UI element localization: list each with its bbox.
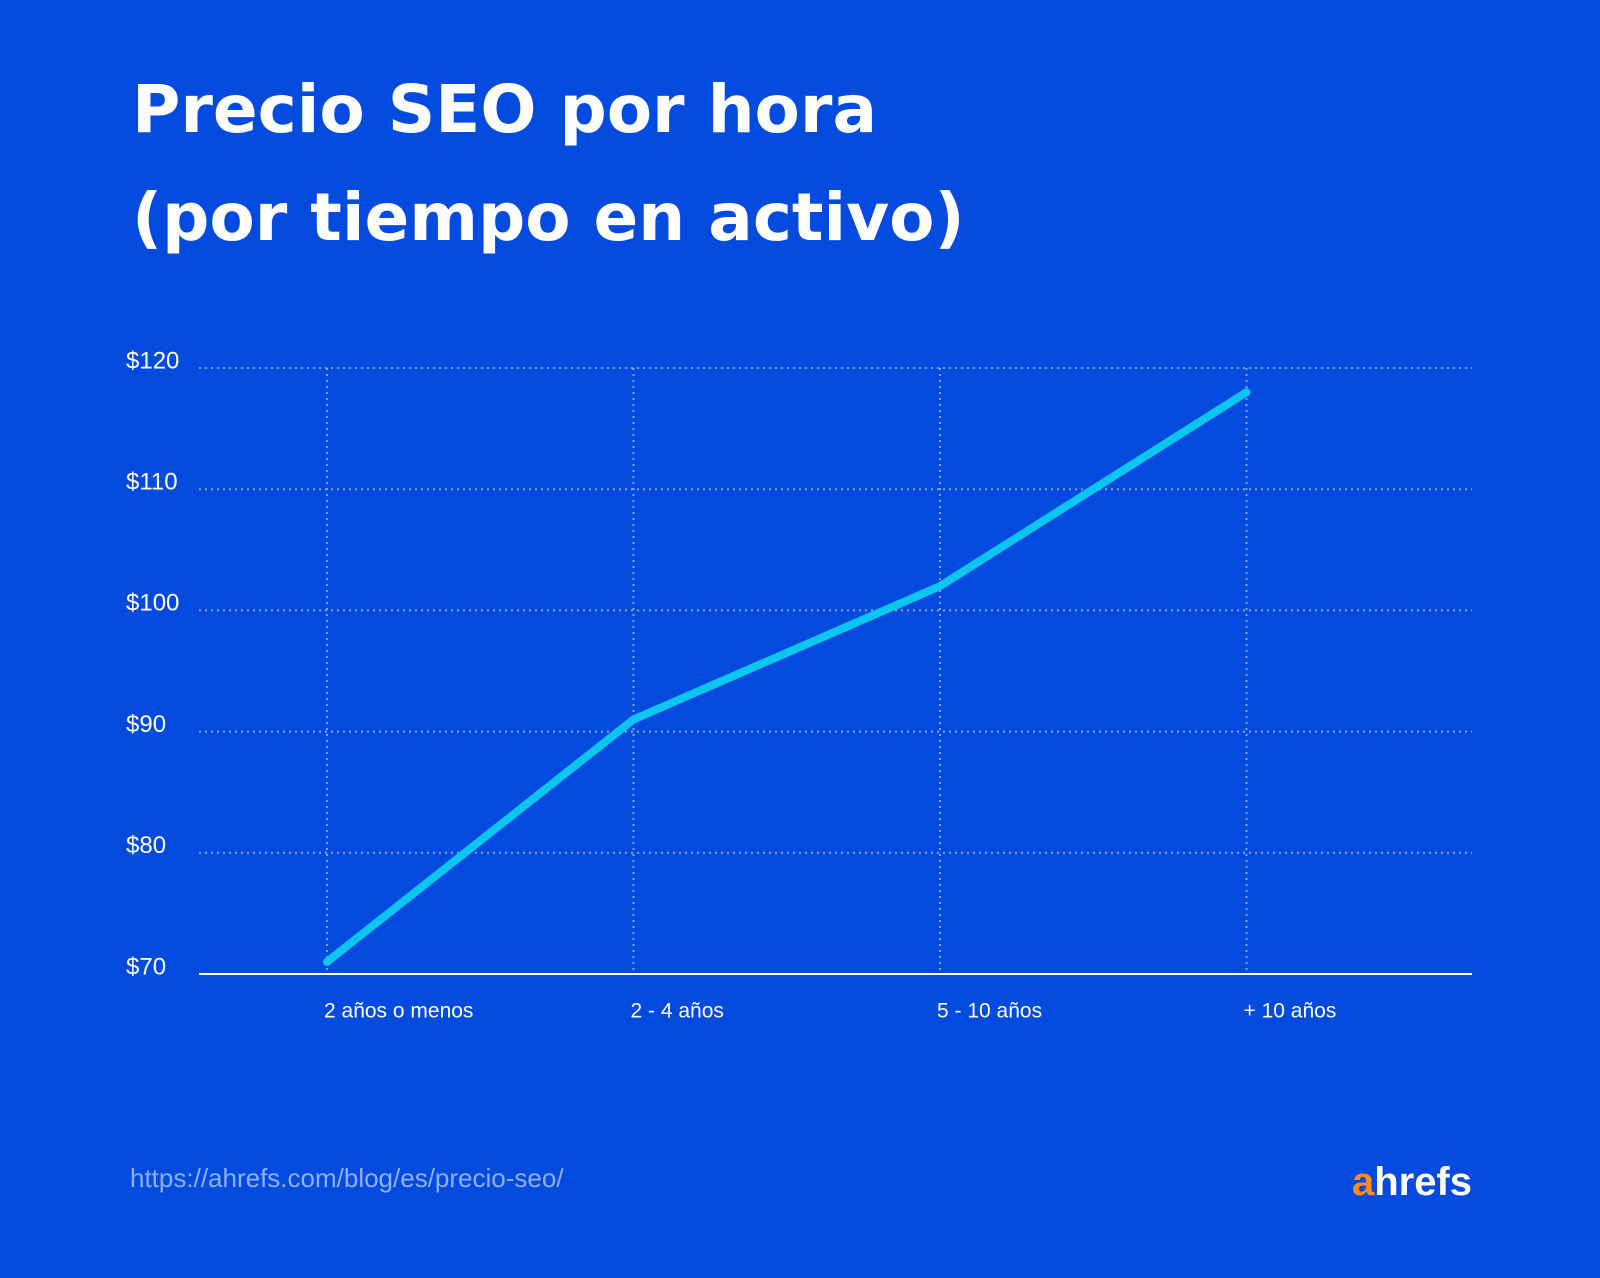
y-tick-label: $70 (126, 953, 166, 980)
x-tick-label: 2 - 4 años (631, 1000, 724, 1023)
x-tick-label: + 10 años (1244, 1000, 1337, 1023)
line-series (323, 388, 1251, 966)
y-tick-label: $80 (126, 832, 166, 859)
x-tick-label: 2 años o menos (324, 1000, 473, 1023)
y-tick-label: $90 (126, 711, 166, 738)
chart-title: Precio SEO por hora (132, 71, 877, 148)
y-tick-label: $110 (126, 469, 178, 496)
x-tick-label: 5 - 10 años (937, 1000, 1042, 1023)
y-tick-label: $120 (126, 347, 179, 374)
logo-accent: a (1352, 1160, 1375, 1204)
source: https://ahrefs.com/blog/es/precio-seo/ (130, 1163, 564, 1193)
y-tick-label: $100 (126, 590, 179, 617)
logo-rest: hrefs (1374, 1160, 1472, 1204)
logo: ahrefs (1352, 1160, 1472, 1204)
chart-subtitle: (por tiempo en activo) (132, 179, 965, 256)
